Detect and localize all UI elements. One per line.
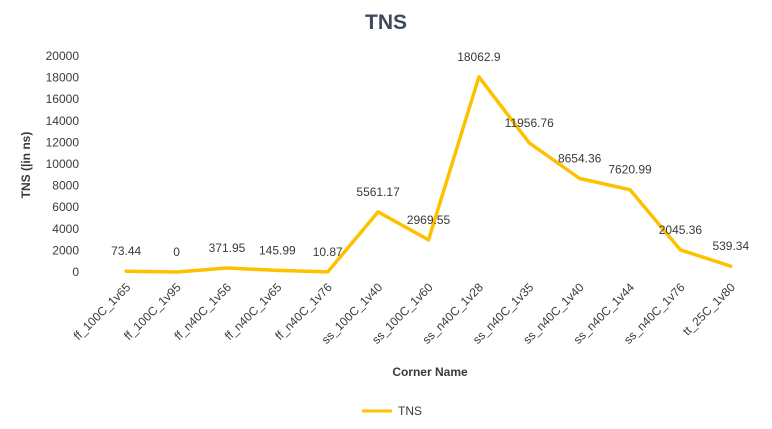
y-tick-label: 14000 [46,114,80,128]
data-label: 145.99 [259,243,296,257]
data-labels: 73.44 0 371.95 145.99 10.87 5561.17 2969.55 180… [111,50,749,259]
y-tick-label: 12000 [46,135,80,149]
y-tick-label: 16000 [46,92,80,106]
y-tick-label: 10000 [46,157,80,171]
data-label: 18062.9 [457,50,501,64]
data-label: 539.34 [712,239,749,253]
data-point [527,141,531,145]
y-tick-label: 6000 [52,200,79,214]
data-point [225,266,229,270]
data-label: 2969.55 [407,213,451,227]
chart-title: TNS [365,11,407,34]
x-tick-label: tt_25C_1v80 [680,280,738,338]
data-point [275,268,279,272]
y-tick-label: 20000 [46,49,80,63]
data-label: 7620.99 [608,163,652,177]
data-point [124,269,128,273]
data-point [678,248,682,252]
data-label: 371.95 [209,241,246,255]
data-label: 11956.76 [505,116,554,130]
data-label: 10.87 [313,245,343,259]
data-label: 8654.36 [558,152,602,166]
data-label: 0 [173,245,180,259]
x-axis-label: Corner Name [392,365,468,379]
x-axis-ticks: ff_100C_1v65ff_100C_1v95ff_n40C_1v56ff_n… [71,280,738,347]
y-axis-label: TNS (|in ns) [19,132,33,199]
legend-label-tns: TNS [398,404,422,418]
y-tick-label: 2000 [52,243,79,257]
data-point [628,188,632,192]
data-point [578,177,582,181]
y-axis-ticks: 0 2000 4000 6000 8000 10000 12000 14000 16000 180… [46,49,80,279]
data-point [427,238,430,242]
data-point [477,75,481,79]
y-tick-label: 8000 [52,179,79,193]
data-point [376,210,380,214]
data-label: 73.44 [111,244,141,258]
y-tick-label: 4000 [52,222,79,236]
y-tick-label: 18000 [46,71,80,85]
data-label: 2045.36 [659,223,703,237]
data-point [729,264,733,268]
legend: TNS [362,404,422,418]
data-point [175,270,179,274]
series-layer [124,75,733,274]
y-tick-label: 0 [72,265,79,279]
data-label: 5561.17 [356,185,400,199]
data-point [326,270,330,274]
